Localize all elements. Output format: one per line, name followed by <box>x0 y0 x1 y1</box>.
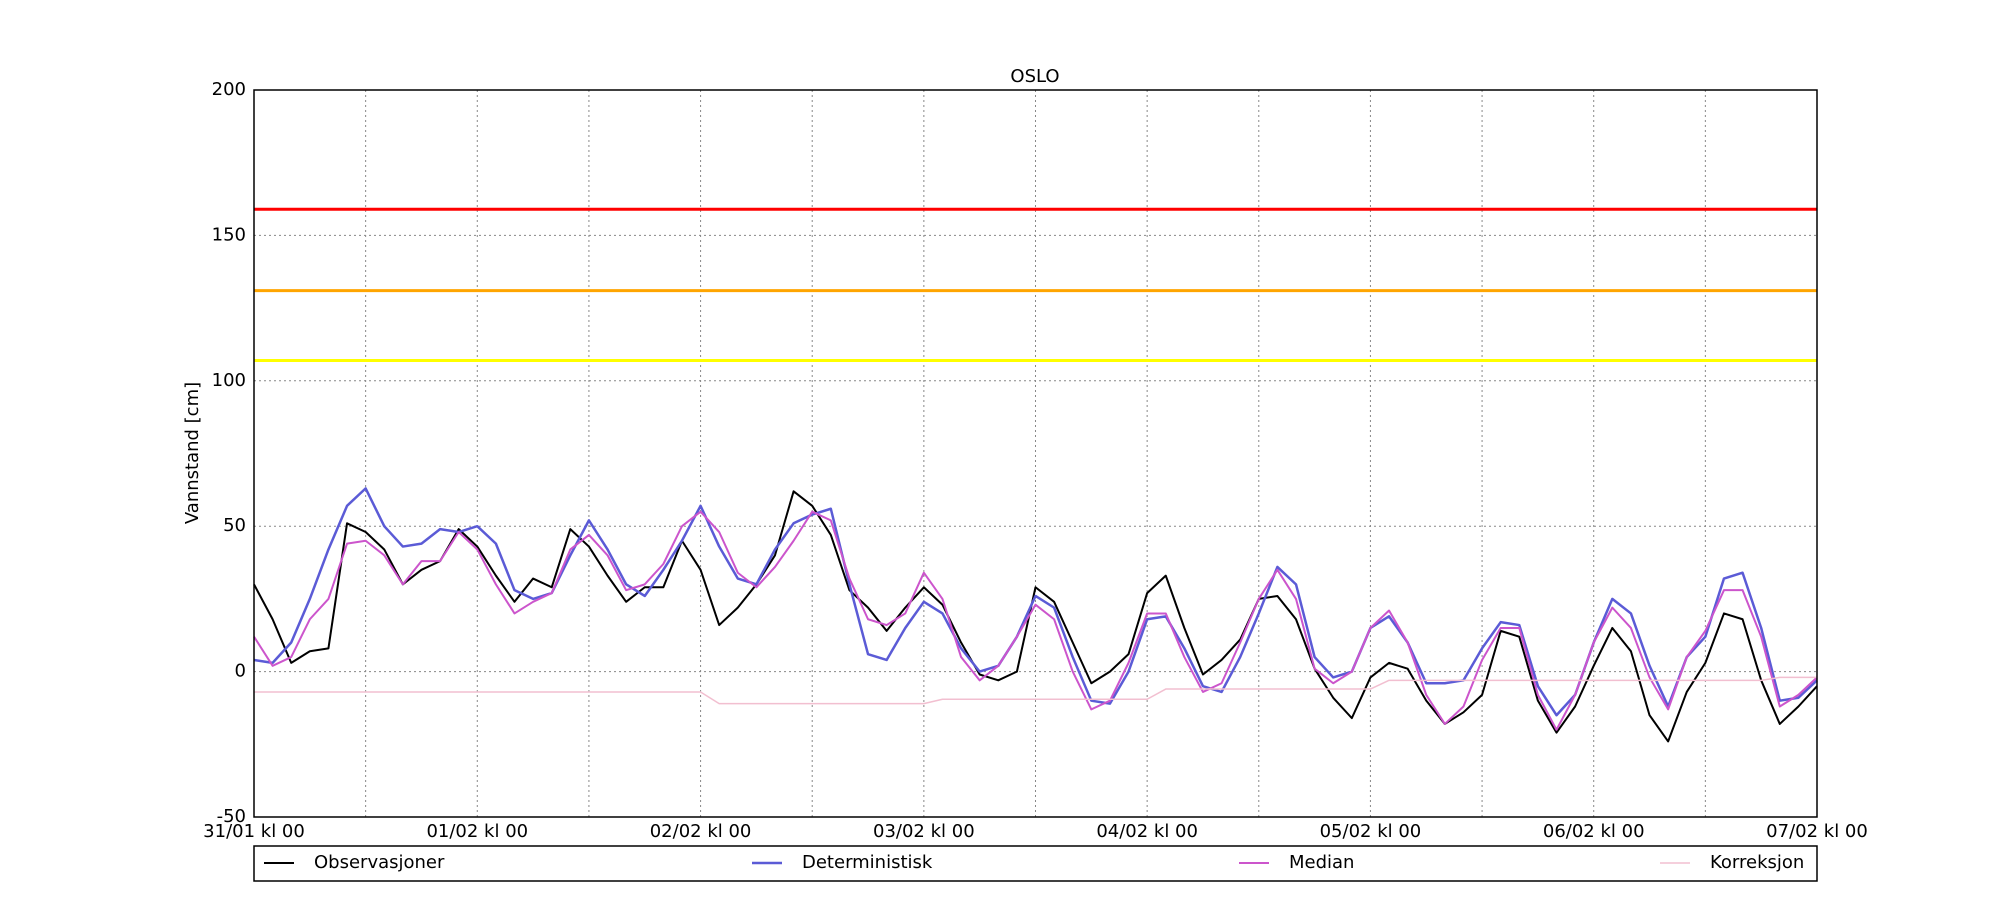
x-tick-label: 02/02 kl 00 <box>650 821 752 842</box>
x-tick-label: 05/02 kl 00 <box>1320 821 1422 842</box>
y-tick-label: 200 <box>212 79 246 100</box>
y-tick-label: 50 <box>223 515 246 536</box>
data-line <box>254 676 1817 705</box>
plot-frame <box>253 89 1818 818</box>
data-line <box>253 487 1818 717</box>
legend-label: Median <box>1289 852 1354 873</box>
legend-label: Deterministisk <box>802 852 933 873</box>
y-tick-label: 0 <box>235 661 246 682</box>
x-tick-label: 06/02 kl 00 <box>1543 821 1645 842</box>
x-tick-label: 07/02 kl 00 <box>1766 821 1868 842</box>
x-tick-label: 01/02 kl 00 <box>426 821 528 842</box>
x-tick-label: 04/02 kl 00 <box>1096 821 1198 842</box>
x-tick-label: 03/02 kl 00 <box>873 821 975 842</box>
data-line <box>253 490 1818 743</box>
legend-label: Observasjoner <box>314 852 445 873</box>
chart-title: OSLO <box>1010 66 1059 87</box>
legend-box <box>253 845 1818 882</box>
x-tick-label: 31/01 kl 00 <box>203 821 305 842</box>
y-tick-label: 150 <box>212 224 246 245</box>
data-line <box>253 510 1818 731</box>
legend-label: Korreksjon <box>1710 852 1804 873</box>
y-axis-label: Vannstand [cm] <box>182 382 203 524</box>
y-tick-label: 100 <box>212 370 246 391</box>
y-tick-label: -50 <box>217 806 246 827</box>
